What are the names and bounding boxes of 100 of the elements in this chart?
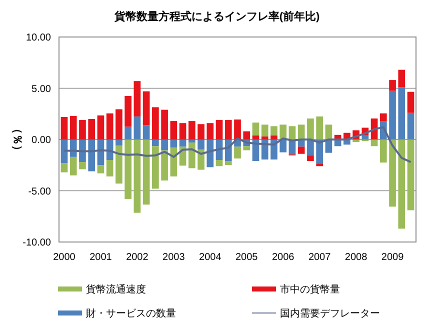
bar bbox=[307, 118, 314, 140]
bar bbox=[224, 120, 232, 140]
y-tick-label: -10.00 bbox=[22, 238, 52, 248]
bar bbox=[161, 150, 168, 180]
bar bbox=[316, 116, 323, 140]
legend-label: 財・サービスの数量 bbox=[86, 308, 176, 320]
bar bbox=[389, 140, 396, 207]
bar bbox=[270, 135, 278, 140]
bar bbox=[152, 107, 159, 140]
bar bbox=[398, 140, 406, 229]
bar bbox=[206, 123, 214, 140]
x-tick-label: 2007 bbox=[308, 252, 332, 263]
bar bbox=[407, 92, 414, 113]
bar bbox=[198, 140, 204, 150]
bar bbox=[370, 140, 378, 146]
bar bbox=[142, 125, 150, 140]
y-tick-label: -5.00 bbox=[28, 186, 52, 198]
line-series bbox=[63, 126, 412, 164]
bar bbox=[316, 164, 323, 166]
bar bbox=[60, 140, 68, 164]
bar bbox=[380, 113, 387, 122]
bar bbox=[307, 140, 314, 156]
bar bbox=[270, 126, 278, 136]
bar bbox=[170, 121, 178, 140]
bar bbox=[70, 116, 77, 140]
y-tick-label: 10.00 bbox=[26, 32, 52, 44]
bar bbox=[243, 146, 250, 150]
y-axis-title: （％） bbox=[11, 123, 23, 156]
bar bbox=[106, 160, 114, 176]
bar bbox=[216, 160, 223, 166]
bar bbox=[307, 155, 314, 162]
bar bbox=[316, 140, 323, 164]
bar bbox=[161, 110, 168, 140]
bar bbox=[134, 81, 141, 116]
bar bbox=[198, 124, 204, 140]
bar bbox=[261, 140, 268, 160]
bar bbox=[280, 124, 287, 140]
bar bbox=[88, 119, 96, 140]
bar bbox=[188, 121, 196, 140]
chart-title: 貨幣数量方程式によるインフレ率(前年比) bbox=[113, 10, 320, 23]
legend-label: 貨幣流通速度 bbox=[86, 284, 146, 296]
bar bbox=[60, 163, 68, 172]
bar bbox=[188, 142, 196, 168]
bar bbox=[206, 140, 214, 168]
bar bbox=[142, 140, 150, 205]
bar bbox=[280, 140, 287, 152]
bar bbox=[252, 122, 260, 136]
bar bbox=[88, 140, 96, 172]
x-tick-label: 2000 bbox=[53, 252, 76, 263]
bar bbox=[380, 140, 387, 163]
bar bbox=[288, 126, 296, 140]
bar bbox=[170, 140, 178, 148]
bar bbox=[70, 156, 77, 176]
bar bbox=[79, 162, 86, 170]
bar bbox=[134, 140, 141, 213]
bar bbox=[116, 109, 122, 140]
bar bbox=[407, 140, 414, 210]
bar bbox=[234, 120, 241, 140]
bar bbox=[298, 124, 305, 140]
x-tick-label: 2006 bbox=[272, 252, 295, 263]
bar bbox=[152, 140, 159, 146]
bar bbox=[152, 146, 159, 189]
bar bbox=[261, 136, 268, 140]
bar bbox=[116, 140, 122, 146]
bar bbox=[179, 123, 186, 140]
bar bbox=[398, 87, 406, 140]
bar bbox=[60, 116, 68, 140]
bar bbox=[261, 124, 268, 136]
bar bbox=[79, 120, 86, 140]
bar bbox=[170, 148, 178, 176]
x-tick-label: 2009 bbox=[381, 252, 404, 263]
x-tick-label: 2005 bbox=[235, 252, 258, 263]
bar bbox=[79, 140, 86, 162]
x-tick-label: 2008 bbox=[344, 252, 368, 263]
x-tick-label: 2004 bbox=[199, 252, 222, 263]
bar bbox=[216, 120, 223, 140]
bar bbox=[106, 140, 114, 160]
x-tick-label: 2003 bbox=[162, 252, 186, 263]
x-tick-label: 2002 bbox=[126, 252, 149, 263]
bar bbox=[252, 135, 260, 140]
bar bbox=[352, 140, 360, 142]
bar bbox=[325, 124, 332, 140]
y-tick-label: 0.00 bbox=[32, 135, 52, 146]
bar bbox=[97, 115, 104, 140]
bar bbox=[389, 90, 396, 140]
legend-label: 国内需要デフレーター bbox=[280, 308, 380, 320]
bar bbox=[362, 135, 369, 140]
bar bbox=[298, 146, 305, 154]
bar bbox=[234, 146, 241, 158]
bar bbox=[142, 91, 150, 126]
bar bbox=[124, 96, 132, 127]
bar bbox=[116, 146, 122, 184]
bar bbox=[398, 70, 406, 88]
bar bbox=[161, 140, 168, 150]
bar bbox=[188, 140, 196, 143]
bar bbox=[134, 116, 141, 140]
x-tick-label: 2001 bbox=[90, 252, 112, 263]
bar bbox=[407, 112, 414, 140]
bar bbox=[106, 113, 114, 140]
bar bbox=[224, 161, 232, 166]
